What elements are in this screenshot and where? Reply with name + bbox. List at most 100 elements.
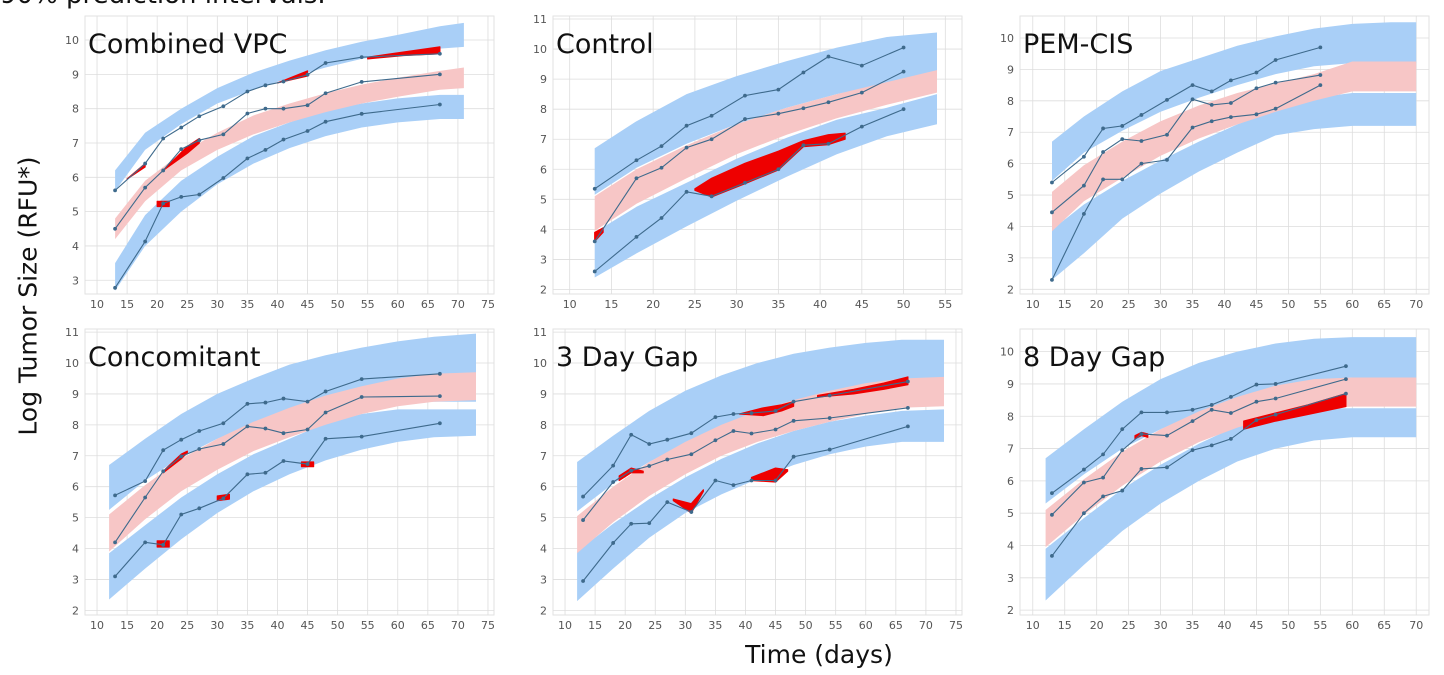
x-tick-label: 30: [730, 298, 744, 311]
observed-point: [359, 55, 364, 60]
upper-prediction-band: [594, 32, 937, 195]
x-tick-label: 30: [678, 619, 692, 632]
observed-point: [1228, 101, 1233, 105]
upper-prediction-band: [577, 339, 944, 512]
outside-interval-region: [694, 132, 846, 198]
observed-point: [1050, 277, 1054, 282]
observed-point: [689, 510, 694, 514]
y-tick-label: 4: [72, 240, 79, 253]
observed-point: [1050, 180, 1054, 185]
y-tick-label: 7: [72, 450, 79, 463]
observed-point: [1273, 412, 1278, 417]
observed-point: [179, 512, 184, 517]
observed-point: [743, 117, 747, 121]
x-tick-label: 75: [481, 619, 495, 632]
observed-point: [1318, 83, 1323, 88]
lower-prediction-band: [1052, 93, 1417, 280]
observed-point: [791, 454, 796, 459]
observed-point: [1139, 161, 1144, 166]
observed-point: [197, 447, 202, 451]
observed-point: [305, 103, 310, 108]
y-tick-label: 6: [72, 171, 79, 184]
x-tick-label: 70: [451, 619, 465, 632]
y-tick-label: 5: [72, 512, 79, 525]
x-tick-label: 25: [648, 619, 662, 632]
x-tick-label: 35: [240, 619, 254, 632]
x-tick-label: 65: [1377, 298, 1391, 311]
y-tick-label: 4: [1007, 220, 1014, 233]
x-tick-label: 50: [1281, 298, 1295, 311]
observed-point: [905, 424, 910, 429]
observed-point: [1165, 410, 1169, 415]
observed-point: [323, 436, 328, 441]
observed-point: [1273, 382, 1278, 386]
observed-point: [437, 72, 442, 77]
observed-point: [263, 470, 268, 475]
x-tick-label: 20: [1090, 619, 1104, 632]
x-tick-label: 40: [270, 298, 284, 311]
x-tick-label: 30: [210, 298, 224, 311]
observed-point: [826, 141, 831, 146]
x-tick-label: 65: [421, 298, 435, 311]
observed-point: [901, 69, 906, 74]
x-tick-label: 25: [180, 298, 194, 311]
y-tick-label: 8: [72, 103, 79, 116]
observed-point: [161, 168, 166, 173]
y-tick-label: 5: [540, 193, 547, 206]
y-tick-label: 5: [1007, 189, 1014, 202]
x-tick-label: 20: [1090, 298, 1104, 311]
y-tick-label: 4: [540, 223, 547, 236]
y-tick-label: 2: [1007, 283, 1014, 296]
observed-point: [179, 194, 184, 199]
lower-prediction-band: [1045, 408, 1417, 601]
observed-point: [1082, 183, 1086, 188]
observed-point: [1228, 115, 1233, 120]
observed-point: [1344, 377, 1348, 381]
x-tick-label: 45: [301, 298, 315, 311]
observed-point: [1228, 394, 1233, 399]
y-tick-label: 10: [533, 43, 547, 56]
observed-point: [709, 137, 714, 142]
observed-95th-percentile-line: [1051, 46, 1321, 183]
observed-point: [776, 167, 781, 172]
x-tick-label: 25: [180, 619, 194, 632]
x-tick-label: 10: [563, 298, 577, 311]
panel-title-concomitant: Concomitant: [88, 342, 260, 373]
panel-8-day-gap: 2 3 4 5 6 7 8 9 10 10 15 20 25 30 35 40 45 50 55 60 65 70 8 Da…: [990, 323, 1435, 633]
panel-concomitant: 2 3 4 5 6 7 8 9 10 11 10 15 20 25 30 35 40 45 50 55 60 65 70 75…: [55, 323, 500, 633]
observed-point: [634, 176, 639, 181]
x-tick-label: 35: [708, 619, 722, 632]
observed-point: [1190, 448, 1195, 453]
median-prediction-band: [109, 372, 476, 552]
x-tick-label: 70: [1409, 298, 1423, 311]
observed-point: [1120, 124, 1125, 128]
observed-5th-percentile-line: [1051, 393, 1347, 557]
observed-point: [827, 393, 832, 398]
x-tick-label: 30: [1154, 619, 1168, 632]
observed-point: [731, 483, 736, 488]
y-tick-label: 3: [1007, 572, 1014, 585]
panel-title-8-day-gap: 8 Day Gap: [1023, 342, 1165, 373]
observed-point: [684, 189, 689, 194]
panel-combined-vpc: 3 4 5 6 7 8 9 10 10 15 20 25 30 35 40 45 50 55 60 65 70 75 Com…: [55, 10, 500, 312]
y-tick-label: 4: [72, 543, 79, 556]
observed-point: [749, 478, 754, 483]
x-tick-label: 15: [604, 298, 618, 311]
x-tick-label: 45: [769, 619, 783, 632]
x-tick-label: 55: [361, 298, 375, 311]
median-prediction-band: [1052, 61, 1417, 232]
y-tick-label: 5: [540, 512, 547, 525]
observed-point: [221, 132, 226, 137]
panel-title-combined-vpc: Combined VPC: [88, 29, 287, 60]
observed-point: [901, 107, 906, 112]
observed-point: [113, 493, 117, 498]
observed-point: [826, 54, 831, 59]
y-tick-label: 4: [1007, 540, 1014, 553]
panel-control: 2 3 4 5 6 7 8 9 10 11 10 15 20 25 30 35 40 45 50 55 Control: [523, 10, 968, 312]
observed-point: [647, 464, 652, 468]
observed-point: [1050, 512, 1054, 517]
x-tick-label: 40: [1218, 298, 1232, 311]
observed-point: [665, 437, 670, 442]
observed-point: [647, 442, 652, 446]
